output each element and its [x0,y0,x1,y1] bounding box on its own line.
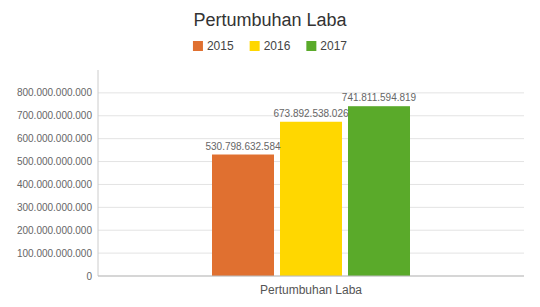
y-tick-label: 400.000.000.000 [17,179,93,190]
legend: 2015 2016 2017 [193,39,347,53]
y-axis-line [98,70,99,276]
chart: Pertumbuhan Laba 0 100.000.000.000 200.000.… [0,0,540,307]
legend-swatch [193,41,203,51]
legend-swatch [306,41,316,51]
y-tick-label: 100.000.000.000 [17,248,93,259]
y-tick-label: 800.000.000.000 [17,87,93,98]
y-tick-label: 300.000.000.000 [17,202,93,213]
legend-item: 2016 [250,39,291,53]
y-tick-label: 700.000.000.000 [17,110,93,121]
chart-container: Pertumbuhan Laba 0 100.000.000.000 200.000.… [0,0,540,307]
y-tick-label: 600.000.000.000 [17,133,93,144]
legend-item: 2015 [193,39,234,53]
bars [212,106,410,276]
bar [212,155,274,276]
y-tick-label: 200.000.000.000 [17,225,93,236]
data-label: 673.892.538.026 [273,108,349,119]
legend-label: 2017 [320,39,347,53]
y-tick-label: 500.000.000.000 [17,156,93,167]
title: Pertumbuhan Laba [193,10,347,30]
bar [348,106,410,276]
legend-label: 2015 [207,39,234,53]
x-tick-label: Pertumbuhan Laba [260,283,362,297]
legend-item: 2017 [306,39,347,53]
y-axis: 0 100.000.000.000 200.000.000.000 300.000.0… [17,70,524,282]
data-label: 741.811.594.819 [342,92,417,103]
legend-swatch [250,41,260,51]
legend-label: 2016 [264,39,291,53]
data-label: 530.798.632.584 [205,141,281,152]
grid-line [98,92,524,93]
x-axis-line [98,276,524,277]
data-labels: 530.798.632.584 673.892.538.026 741.811.59… [205,92,416,151]
grid-line [98,276,524,277]
bar [280,122,342,276]
y-tick-label: 0 [86,271,92,282]
